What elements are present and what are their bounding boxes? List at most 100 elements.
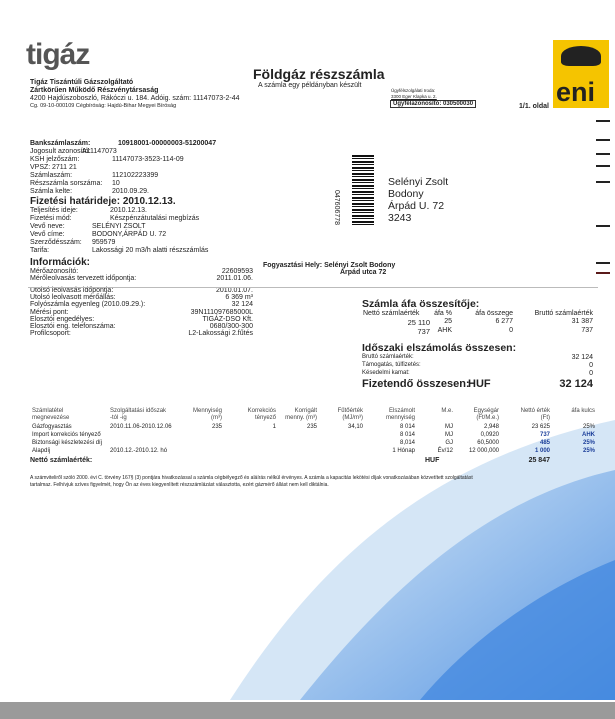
margin-mark	[596, 262, 610, 264]
info-label: Mérőazonosító:	[30, 268, 79, 275]
net-total-label: Nettó számlaérték:	[30, 457, 93, 464]
period-value: 32 124	[571, 354, 593, 361]
column-header: áfa kulcs	[571, 408, 595, 414]
detail-label: Számla kelte:	[30, 188, 73, 195]
margin-mark	[596, 225, 610, 227]
info-label: Folyószámla egyenleg (2010.09.29.):	[30, 301, 146, 309]
detail-value: 959579	[92, 239, 116, 246]
customer-id: Ügyfélazonosító: 030500030	[390, 100, 477, 108]
document-title: Földgáz részszámla	[253, 66, 385, 82]
vat-cell: 737	[417, 327, 430, 336]
table-cell: 23 625	[531, 424, 550, 430]
column-header: menny. (m³)	[285, 415, 317, 421]
table-cell: 25%	[582, 440, 595, 446]
detail-label: Tarifa:	[30, 247, 50, 254]
consumption-place-street: Árpád utca 72	[340, 269, 387, 276]
info-value: 22609593	[221, 268, 253, 275]
column-header: tényező	[254, 415, 276, 421]
due-date: Fizetési határideje: 2010.12.13.	[30, 196, 176, 207]
consumption-place: Fogyasztási Hely: Selényi Zsolt Bodony	[263, 262, 396, 269]
column-header: Egységár	[473, 408, 499, 414]
footnote-line-2: tartalmaz. Felhívjuk szíves figyelmét, h…	[30, 482, 329, 488]
detail-value: Lakossági 20 m3/h alatti részszámlás	[92, 247, 209, 254]
recipient-line: Selényi Zsolt	[388, 176, 449, 188]
margin-mark	[596, 181, 610, 183]
column-header: M.e.	[441, 408, 453, 414]
info-value: TIGÁZ-DSO Kft.	[202, 315, 253, 323]
info-label: Profilcsoport:	[30, 330, 71, 338]
table-cell: Alapdíj	[32, 448, 51, 454]
info-heading: Információk:	[30, 257, 91, 268]
margin-mark	[596, 165, 610, 167]
column-header: Elszámolt	[388, 408, 415, 414]
table-cell: 485	[539, 440, 550, 446]
detail-label: Bankszámlaszám:	[30, 140, 91, 147]
vat-cell: 6 277	[495, 318, 513, 325]
six-legged-dog-icon	[561, 46, 601, 66]
supplier-address: 4200 Hajdúszoboszló, Rákóczi u. 184. Adó…	[30, 95, 240, 102]
column-header: Mennyiség	[192, 408, 222, 414]
column-header: (Ft)	[540, 415, 550, 421]
divider	[28, 287, 598, 288]
barcode-number: 047606778	[333, 190, 340, 226]
info-value: 2011.01.06.	[216, 275, 253, 283]
net-total-currency: HUF	[425, 457, 440, 464]
column-header: Korrekciós	[247, 408, 276, 414]
info-label: Elosztói engedélyes:	[30, 315, 95, 323]
info-label: Utolsó leolvasás időpontja:	[30, 286, 114, 294]
table-cell: 25%	[582, 448, 595, 454]
column-header: Számlatétel	[32, 408, 64, 414]
total-currency: HUF	[468, 378, 491, 390]
due-label: Fizetési határideje:	[30, 196, 121, 207]
recipient-line: 3243	[388, 212, 412, 224]
table-cell: 737	[539, 432, 550, 438]
supplier-registry: Cg. 09-10-000109 Cégbíróság: Hajdú-Bihar…	[30, 103, 177, 109]
detail-value: Készpénzátutalási megbízás	[110, 215, 200, 222]
detail-label: VPSZ:	[30, 164, 51, 171]
info-value: 39N111097685000L	[190, 308, 253, 316]
recipient-line: Bodony	[388, 188, 424, 200]
vat-header: Bruttó számlaérték	[534, 310, 593, 317]
column-header: (m³)	[211, 415, 222, 421]
info-label: Elosztói eng. telefonszáma:	[30, 323, 116, 331]
detail-value: A11147073	[82, 148, 117, 155]
period-label: Támogatás, túlfizetés:	[362, 362, 421, 368]
vat-cell: 31 387	[571, 318, 593, 325]
table-cell: 2010.11.06-2010.12.06	[110, 424, 172, 430]
table-cell: 235	[306, 424, 317, 430]
table-cell: 8 014	[399, 432, 415, 438]
detail-label: Vevő neve:	[30, 223, 65, 230]
detail-value: 2711 21	[52, 164, 77, 171]
detail-value: BODONY,ÁRPÁD U. 72	[92, 231, 167, 238]
table-cell: MJ	[445, 424, 453, 430]
table-cell: Biztonsági készletezési díj	[32, 440, 103, 446]
footnote-line-1: A számviteliről szóló 2000. évi C. törvé…	[30, 475, 473, 481]
table-cell: 1 Hónap	[392, 448, 415, 454]
column-header: (MJ/m³)	[342, 415, 363, 421]
margin-mark	[596, 153, 610, 155]
detail-label: Szerződésszám:	[30, 239, 82, 246]
table-cell: 1 000	[534, 448, 550, 454]
detail-value: 2010.12.13.	[110, 207, 147, 214]
tigaz-logo: tigáz	[26, 38, 90, 71]
detail-label: Fizetési mód:	[30, 215, 72, 222]
margin-mark	[596, 272, 610, 274]
detail-label: Számlaszám:	[30, 172, 73, 179]
vat-header: áfa %	[434, 310, 452, 317]
margin-mark	[596, 120, 610, 122]
info-label: Mérőleolvasás tervezett időpontja:	[30, 275, 137, 283]
column-header: Korrigált	[294, 408, 317, 414]
table-cell: AHK	[582, 432, 595, 438]
table-cell: GJ	[445, 440, 453, 446]
column-header: mennyiség	[385, 415, 415, 421]
table-cell: 60,5000	[477, 440, 499, 446]
detail-label: Vevő címe:	[30, 231, 65, 238]
info-value: 32 124	[231, 301, 253, 309]
table-cell: 2010.12.-2010.12. hó	[110, 448, 168, 454]
table-cell: 0,0920	[480, 432, 499, 438]
column-header: (Ft/M.e.)	[476, 415, 499, 421]
table-cell: 25%	[582, 424, 595, 430]
eni-wordmark: eni	[556, 77, 596, 107]
detail-label: Jogosult azonosító:	[30, 148, 91, 155]
info-value: 0680/300-300	[209, 323, 253, 331]
